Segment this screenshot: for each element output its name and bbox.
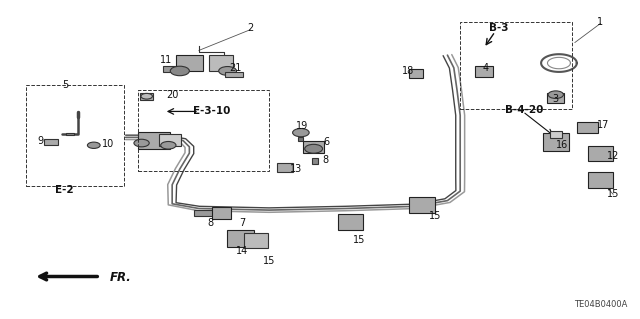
Text: 8: 8 [207, 218, 214, 228]
Bar [409, 197, 435, 213]
Bar [212, 207, 231, 219]
Text: 20: 20 [166, 90, 179, 100]
Text: 8: 8 [322, 154, 328, 165]
Circle shape [548, 91, 563, 99]
Bar [547, 93, 564, 103]
Text: 4: 4 [483, 63, 489, 73]
Text: TE04B0400A: TE04B0400A [573, 300, 627, 309]
Text: 14: 14 [236, 246, 248, 256]
Bar [140, 93, 153, 100]
Bar [244, 233, 268, 248]
Text: 15: 15 [607, 189, 620, 199]
Circle shape [305, 144, 323, 153]
Circle shape [88, 142, 100, 148]
Bar [138, 132, 170, 149]
Bar [225, 72, 243, 78]
Bar [138, 90, 269, 171]
Bar [476, 66, 493, 77]
Bar [460, 22, 572, 109]
Text: 5: 5 [62, 80, 68, 90]
Text: 1: 1 [597, 17, 604, 27]
Bar [163, 66, 184, 72]
Circle shape [161, 141, 176, 149]
Circle shape [170, 66, 189, 76]
Text: 17: 17 [597, 120, 610, 130]
Bar [26, 85, 124, 186]
Text: 7: 7 [239, 218, 245, 228]
Bar [277, 163, 293, 172]
Circle shape [134, 139, 149, 147]
Text: 6: 6 [323, 137, 330, 147]
Text: FR.: FR. [109, 271, 131, 284]
Text: 18: 18 [402, 66, 414, 76]
Bar [303, 141, 324, 153]
Bar [577, 122, 598, 133]
Text: B-3: B-3 [489, 23, 508, 33]
Text: 11: 11 [159, 55, 172, 65]
Bar [194, 210, 214, 216]
Bar [312, 158, 318, 164]
Text: E-3-10: E-3-10 [193, 107, 230, 116]
Text: 12: 12 [607, 151, 620, 161]
Bar [588, 145, 613, 161]
Text: 3: 3 [553, 94, 559, 104]
Text: 13: 13 [290, 164, 302, 174]
Circle shape [141, 93, 152, 99]
Text: B-4-20: B-4-20 [505, 106, 543, 115]
Bar [338, 214, 364, 230]
Bar [543, 133, 568, 151]
Bar [588, 172, 613, 188]
Text: E-2: E-2 [54, 184, 73, 195]
Circle shape [292, 129, 309, 137]
Text: 10: 10 [102, 139, 115, 149]
Bar [408, 69, 422, 78]
Bar [176, 55, 203, 71]
Bar [159, 134, 181, 146]
Bar [209, 56, 234, 70]
Bar [67, 133, 74, 136]
Bar [44, 139, 58, 145]
Text: 16: 16 [556, 140, 568, 150]
Text: 2: 2 [247, 23, 253, 33]
Text: 15: 15 [263, 256, 275, 266]
Text: 15: 15 [429, 211, 441, 221]
Text: 9: 9 [38, 136, 44, 145]
Circle shape [219, 67, 237, 75]
Text: 15: 15 [353, 235, 365, 245]
Bar [298, 137, 303, 141]
Bar [227, 230, 253, 247]
Text: 21: 21 [230, 63, 242, 73]
Text: 19: 19 [296, 121, 308, 131]
Bar [550, 131, 561, 138]
